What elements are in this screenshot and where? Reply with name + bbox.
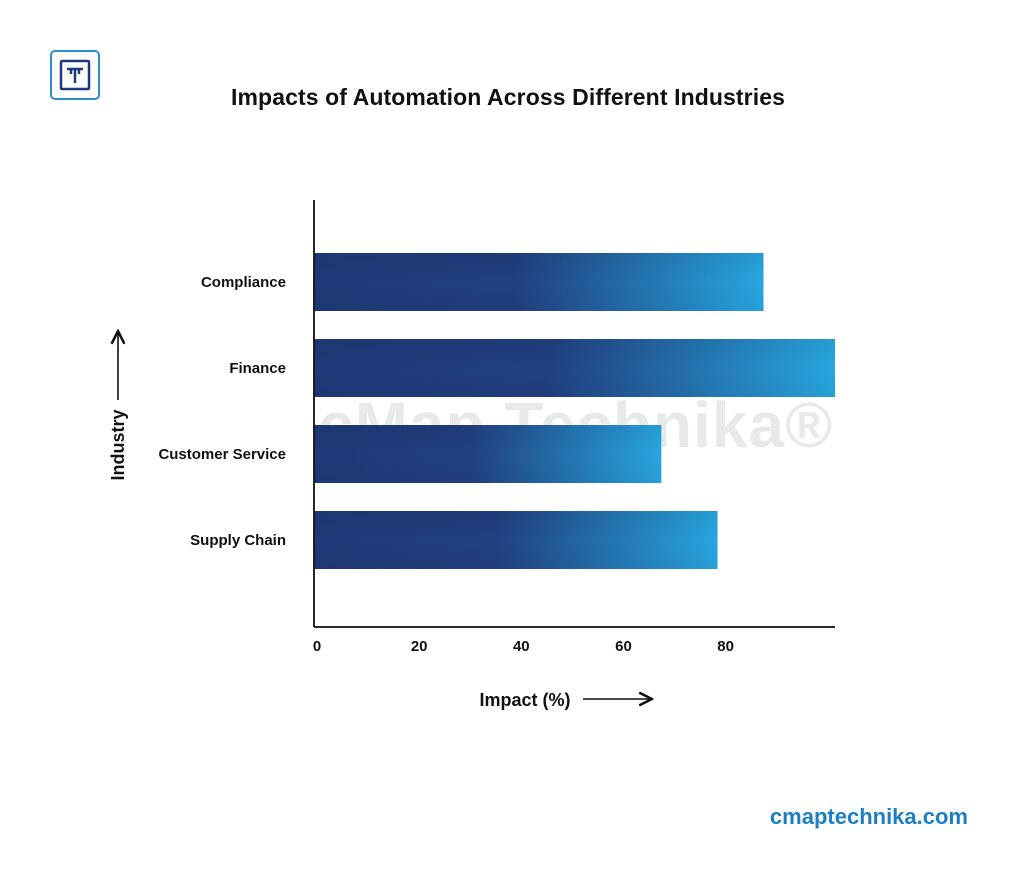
bar-shade	[314, 339, 835, 397]
bar-shade	[314, 253, 764, 311]
brand-logo-icon	[50, 50, 100, 100]
x-tick-label: 20	[411, 638, 428, 655]
category-label: Supply Chain	[190, 532, 286, 549]
x-tick-label: 40	[513, 638, 530, 655]
bar-shade	[314, 511, 718, 569]
category-label: Compliance	[201, 274, 286, 291]
x-axis-label: Impact (%)	[479, 690, 570, 710]
x-tick-label: 60	[615, 638, 632, 655]
x-tick-label: 0	[313, 638, 321, 655]
y-axis-label: Industry	[108, 409, 128, 480]
chart-title: Impacts of Automation Across Different I…	[231, 84, 785, 110]
bar-shade	[314, 425, 662, 483]
website-url: cmaptechnika.com	[769, 804, 968, 829]
category-label: Finance	[229, 360, 286, 377]
category-label: Customer Service	[158, 446, 286, 463]
x-tick-label: 80	[717, 638, 734, 655]
